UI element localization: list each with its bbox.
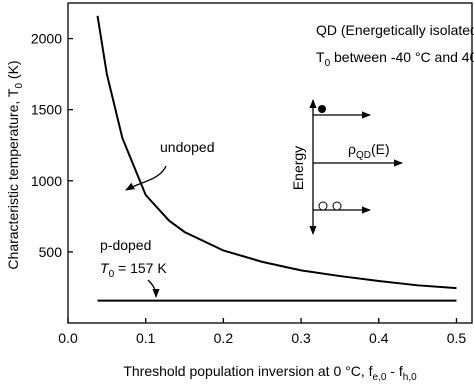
annotation-arrow xyxy=(125,165,167,191)
text-part: 0 xyxy=(325,58,331,69)
text-part: 0 xyxy=(109,269,115,280)
text-part: (K) xyxy=(5,60,21,83)
y-axis-label: Characteristic temperature, T0 (K) xyxy=(5,60,25,269)
text-part: = 157 K xyxy=(114,260,167,276)
y-tick-label: 2000 xyxy=(31,31,62,47)
x-tick-label: 0.4 xyxy=(369,330,389,346)
x-tick-label: 0.3 xyxy=(291,330,311,346)
series-label: undoped xyxy=(160,139,215,155)
x-tick-label: 0.5 xyxy=(447,330,467,346)
x-tick-label: 0.1 xyxy=(136,330,156,346)
text-part: T xyxy=(316,49,325,65)
text-part: - f xyxy=(386,363,402,379)
y-tick-label: 1500 xyxy=(31,102,62,118)
line xyxy=(96,15,457,290)
hole xyxy=(332,201,342,211)
annotation: ρQD(E) xyxy=(348,141,390,161)
inset-diagram xyxy=(309,99,403,235)
text-part: e,0 xyxy=(373,372,387,383)
series-label: p-doped xyxy=(100,237,151,253)
annotation: T0 between -40 °C and 40 °C xyxy=(316,49,474,69)
annotation-arrow xyxy=(147,279,160,298)
text-part: QD (Energetically isolated) xyxy=(316,22,474,38)
x-tick-label: 0.0 xyxy=(58,330,78,346)
text-part: ρ xyxy=(348,141,356,157)
text-part: Energy xyxy=(290,146,306,190)
text-part: QD xyxy=(356,150,371,161)
electron xyxy=(318,105,326,113)
x-axis-label: Threshold population inversion at 0 °C, … xyxy=(123,363,417,383)
text-part: Threshold population inversion at 0 °C, … xyxy=(123,363,372,379)
plot-frame xyxy=(67,2,473,324)
hole xyxy=(318,201,328,211)
text-part: (E) xyxy=(371,141,390,157)
text-part: between -40 °C and 40 °C xyxy=(330,49,474,65)
text-part: Characteristic temperature, T xyxy=(5,88,21,269)
text-part: T xyxy=(100,260,110,276)
text-part: 0 xyxy=(14,83,25,89)
y-tick-label: 500 xyxy=(39,244,63,260)
annotation: Energy xyxy=(290,146,306,190)
annotation: QD (Energetically isolated) xyxy=(316,22,474,38)
text-part: h,0 xyxy=(403,372,417,383)
y-tick-label: 1000 xyxy=(31,173,62,189)
x-tick-label: 0.2 xyxy=(214,330,234,346)
annotation: T0 = 157 K xyxy=(100,260,167,280)
